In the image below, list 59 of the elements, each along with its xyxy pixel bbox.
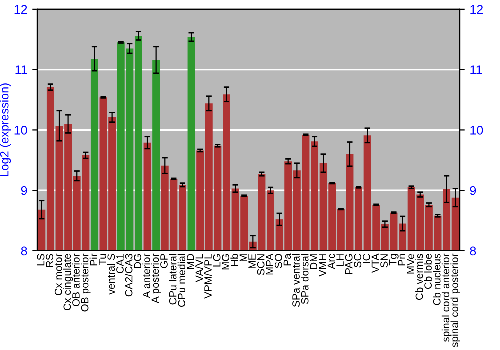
x-tick-label: Tu (99, 254, 106, 266)
x-tick-label: Cb vermis (416, 254, 424, 300)
x-tick-label: spinal cord posterior (450, 254, 460, 348)
x-tick-label: OB anterior (72, 254, 80, 306)
y2-tick-label: 9 (470, 186, 476, 196)
x-tick-label: CA1 (116, 254, 124, 274)
y-tick-label: 9 (21, 186, 28, 196)
x-tick-label: CPu medial (178, 254, 186, 308)
x-tick-label: Cx motor (54, 254, 62, 296)
x-tick-label: OB posterior (81, 254, 91, 312)
x-tick-label: DM (310, 254, 318, 270)
x-tick-label: CPu lateral (169, 254, 177, 305)
x-tick-label: Hb (230, 254, 238, 266)
x-tick-label: MPA (266, 254, 274, 275)
x-tick-label: Cb nucleus (433, 254, 441, 306)
x-tick-label: MG (222, 254, 230, 270)
y-tick-label: 11 (16, 66, 28, 74)
x-tick-label: Pa (284, 254, 292, 266)
y2-tick-label: 11 (470, 66, 482, 74)
y2-tick-label: 10 (470, 126, 484, 135)
y2-tick-label: 12 (470, 5, 483, 14)
x-tick-label: LH (336, 254, 344, 266)
x-tick-label: LG (213, 254, 221, 267)
x-tick-label: SN (380, 254, 388, 268)
x-tick-label: VA/VL (195, 254, 204, 282)
x-tick-label: SPa dorsal (301, 254, 309, 304)
x-tick-label: LS (37, 254, 45, 266)
x-tick-label: M (240, 254, 248, 262)
x-tick-label: ME (248, 254, 256, 268)
x-tick-label: DG (134, 254, 142, 268)
x-tick-label: PAG (345, 254, 353, 274)
x-tick-label: Cx cingulate (63, 254, 74, 311)
x-tick-label: Pir (90, 254, 98, 266)
x-tick-label: spinal cord anterior (442, 254, 452, 342)
x-tick-label: VPM/VPL (204, 254, 212, 299)
x-tick-label: Tg (390, 254, 399, 266)
x-tick-label: Pn (398, 254, 406, 266)
x-tick-label: CA2/CA3 (125, 254, 133, 297)
x-tick-label: MVe (407, 254, 414, 274)
x-tick-label: SCN (257, 254, 265, 276)
y-tick-label: 10 (14, 126, 28, 135)
x-tick-label: IC (363, 254, 370, 264)
y-tick-label: 12 (14, 5, 28, 14)
y2-tick-label: 8 (470, 246, 476, 256)
y-tick-label: 8 (21, 246, 28, 256)
x-tick-label: SC (354, 254, 362, 268)
x-tick-label: Cb lobe (424, 254, 432, 290)
x-tick-label: RS (46, 254, 54, 268)
x-tick-label: A posterior (151, 254, 162, 304)
x-tick-label: VTA (372, 254, 380, 274)
x-tick-label: SO (274, 254, 282, 268)
y-axis-title: Log2 (expression) (0, 84, 12, 176)
x-tick-label: SPa ventral (292, 254, 300, 308)
x-tick-label: A anterior (142, 254, 150, 298)
x-tick-label: GP (160, 254, 168, 268)
x-tick-label: VMH (319, 254, 326, 277)
x-tick-label: ventral S (107, 254, 116, 295)
x-tick-label: Arc (328, 254, 336, 270)
x-tick-label: MD (187, 254, 194, 270)
